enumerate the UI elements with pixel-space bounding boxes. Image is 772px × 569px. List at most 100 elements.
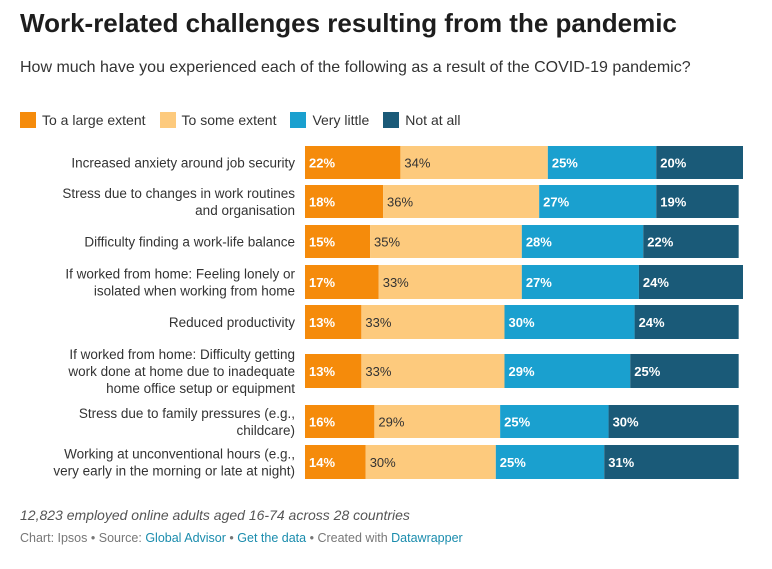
category-label: and organisation bbox=[195, 203, 295, 218]
data-label: 13% bbox=[309, 364, 335, 379]
source-link[interactable]: Global Advisor bbox=[145, 531, 226, 545]
data-label: 15% bbox=[309, 235, 335, 250]
bar-segment bbox=[495, 445, 605, 479]
bar-segment bbox=[361, 305, 505, 339]
credit-separator-3: • bbox=[309, 531, 314, 545]
bar-segment bbox=[305, 146, 401, 179]
data-label: 30% bbox=[508, 315, 534, 330]
category-label: Stress due to changes in work routines bbox=[62, 186, 295, 201]
bar-segment bbox=[521, 225, 644, 258]
bar-segment bbox=[638, 265, 743, 299]
bar-segment bbox=[305, 185, 384, 218]
data-label: 19% bbox=[660, 195, 686, 210]
category-label: Stress due to family pressures (e.g., bbox=[79, 406, 295, 421]
legend: To a large extent To some extent Very li… bbox=[20, 112, 475, 128]
data-label: 34% bbox=[404, 156, 430, 171]
bar-segment bbox=[656, 185, 739, 218]
credit-separator-2: • bbox=[229, 531, 234, 545]
bar-segment bbox=[630, 354, 739, 388]
data-label: 30% bbox=[613, 415, 639, 430]
bar-segment bbox=[400, 146, 548, 179]
bar-segment bbox=[547, 146, 657, 179]
bar-segment bbox=[365, 445, 496, 479]
legend-item-some: To some extent bbox=[159, 112, 277, 128]
category-label: If worked from home: Difficulty getting bbox=[69, 347, 295, 362]
category-label: If worked from home: Feeling lonely or bbox=[65, 267, 295, 282]
data-label: 33% bbox=[365, 364, 391, 379]
bar-segment bbox=[634, 305, 739, 339]
legend-swatch-large bbox=[20, 112, 36, 128]
bar-segment bbox=[608, 405, 739, 438]
credit-chart: Chart: Ipsos bbox=[20, 531, 88, 545]
category-label: Increased anxiety around job security bbox=[71, 156, 295, 171]
data-label: 16% bbox=[309, 415, 335, 430]
chart-title: Work-related challenges resulting from t… bbox=[20, 8, 677, 38]
stacked-bar-chart: Increased anxiety around job security 22%… bbox=[53, 146, 743, 479]
bar-segment bbox=[656, 146, 743, 179]
data-label: 25% bbox=[634, 364, 660, 379]
bar-segment bbox=[500, 405, 609, 438]
category-label: Difficulty finding a work-life balance bbox=[84, 235, 295, 250]
bar-segment bbox=[539, 185, 657, 218]
legend-swatch-little bbox=[290, 112, 307, 128]
legend-label-none: Not at all bbox=[405, 112, 461, 128]
data-label: 20% bbox=[660, 156, 686, 171]
data-label: 33% bbox=[383, 275, 409, 290]
data-label: 17% bbox=[309, 275, 335, 290]
data-label: 27% bbox=[526, 275, 552, 290]
legend-swatch-none bbox=[383, 112, 400, 128]
bar-segment bbox=[378, 265, 522, 299]
data-label: 25% bbox=[504, 415, 530, 430]
data-label: 13% bbox=[309, 315, 335, 330]
data-label: 24% bbox=[639, 315, 665, 330]
legend-label-large: To a large extent bbox=[42, 112, 146, 128]
data-label: 18% bbox=[309, 195, 335, 210]
legend-item-little: Very little bbox=[290, 112, 369, 128]
data-label: 35% bbox=[374, 235, 400, 250]
data-label: 25% bbox=[500, 455, 526, 470]
data-label: 14% bbox=[309, 455, 335, 470]
data-label: 22% bbox=[309, 156, 335, 171]
category-label: very early in the morning or late at nig… bbox=[53, 464, 295, 479]
category-label: home office setup or equipment bbox=[106, 381, 295, 396]
data-label: 24% bbox=[643, 275, 669, 290]
bar-segment bbox=[374, 405, 501, 438]
get-data-link[interactable]: Get the data bbox=[237, 531, 307, 545]
legend-item-large: To a large extent bbox=[20, 112, 146, 128]
bar-segment bbox=[504, 305, 635, 339]
chart-subtitle: How much have you experienced each of th… bbox=[20, 59, 691, 76]
category-label: work done at home due to inadequate bbox=[67, 364, 295, 379]
data-label: 29% bbox=[508, 364, 534, 379]
data-label: 22% bbox=[647, 235, 673, 250]
legend-item-none: Not at all bbox=[383, 112, 461, 128]
legend-label-little: Very little bbox=[312, 112, 370, 128]
bar-segment bbox=[504, 354, 631, 388]
bar-segment bbox=[305, 405, 375, 438]
credit-source-prefix: Source: bbox=[98, 531, 142, 545]
data-label: 36% bbox=[387, 195, 413, 210]
bar-segment bbox=[370, 225, 522, 258]
category-label: Reduced productivity bbox=[169, 315, 295, 330]
data-label: 28% bbox=[526, 235, 552, 250]
bar-segment bbox=[521, 265, 639, 299]
bar-segment bbox=[604, 445, 739, 479]
legend-label-some: To some extent bbox=[181, 112, 277, 128]
bar-segment bbox=[305, 265, 379, 299]
chart-credits: Chart: Ipsos • Source: Global Advisor • … bbox=[20, 531, 463, 545]
bar-segment bbox=[643, 225, 739, 258]
data-label: 25% bbox=[552, 156, 578, 171]
data-label: 30% bbox=[370, 455, 396, 470]
bar-segment bbox=[305, 445, 366, 479]
bar-segment bbox=[361, 354, 505, 388]
credit-created-prefix: Created with bbox=[317, 531, 388, 545]
category-label: Working at unconventional hours (e.g., bbox=[64, 447, 295, 462]
bar-segment bbox=[305, 305, 362, 339]
credit-separator-1: • bbox=[90, 531, 96, 545]
datawrapper-link[interactable]: Datawrapper bbox=[391, 531, 463, 545]
data-label: 33% bbox=[365, 315, 391, 330]
data-label: 27% bbox=[543, 195, 569, 210]
legend-swatch-some bbox=[159, 112, 176, 128]
bar-segment bbox=[383, 185, 540, 218]
bar-segment bbox=[305, 225, 371, 258]
bar-segment bbox=[305, 354, 362, 388]
